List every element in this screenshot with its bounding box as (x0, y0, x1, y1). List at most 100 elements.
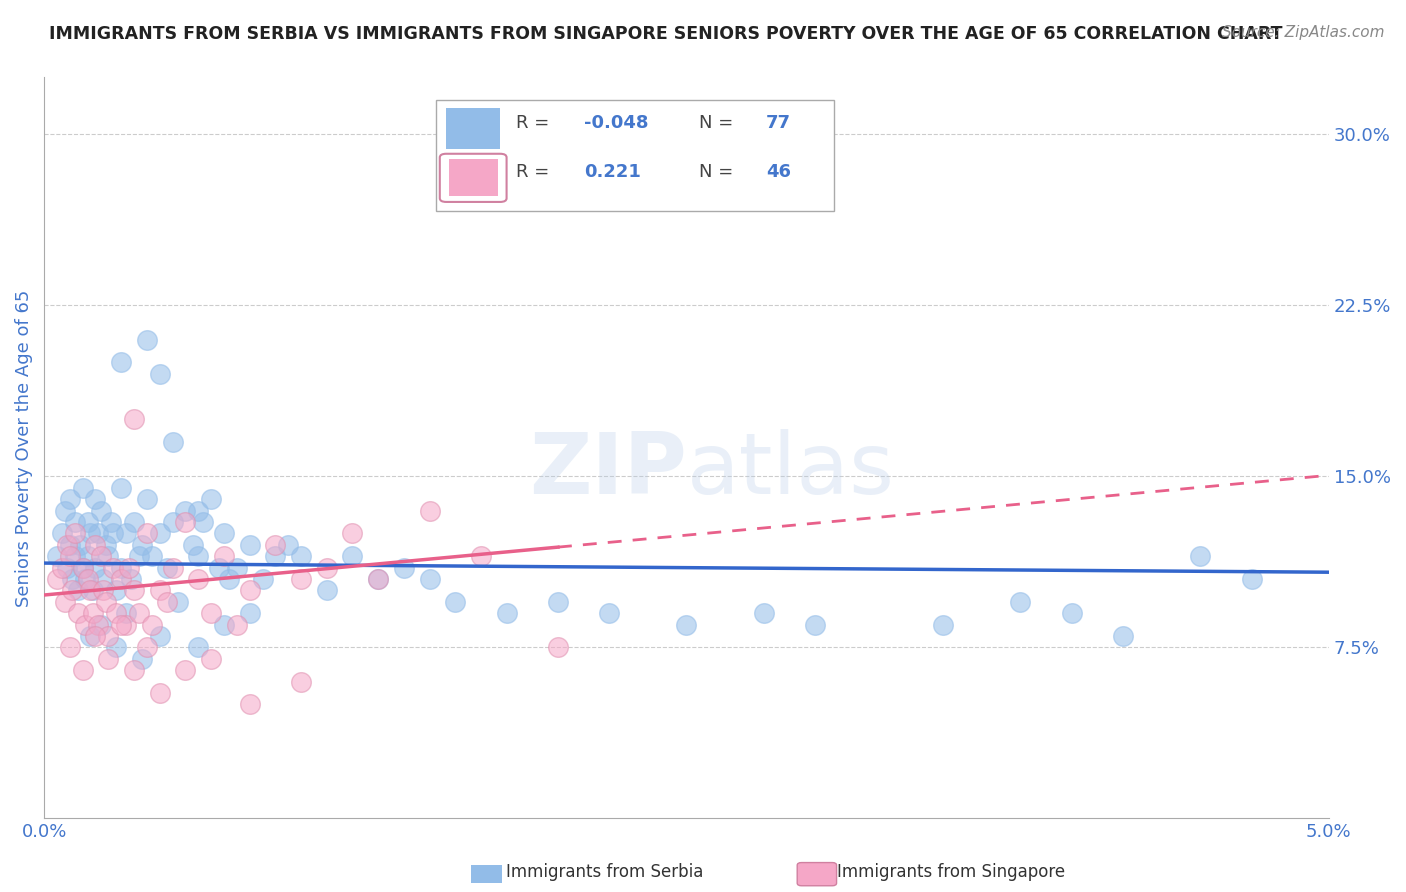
Point (193, 515, 215, 529)
Point (418, 503, 440, 517)
Point (51, 526, 73, 541)
Point (218, 572, 240, 586)
FancyBboxPatch shape (440, 153, 506, 202)
Point (162, 560, 184, 574)
Point (200, 607, 222, 621)
Point (97, 652, 120, 666)
Point (87, 617, 110, 632)
Point (56, 560, 79, 574)
Text: 77: 77 (766, 113, 792, 132)
Point (174, 515, 197, 529)
Point (84, 629, 107, 643)
Point (79, 583, 101, 598)
Point (105, 583, 128, 598)
Point (94, 595, 117, 609)
Point (675, 617, 697, 632)
Point (149, 526, 172, 541)
Point (315, 583, 337, 598)
Point (75, 572, 97, 586)
Text: -0.048: -0.048 (583, 113, 648, 132)
Point (162, 435, 184, 450)
Point (118, 560, 141, 574)
Point (128, 549, 150, 564)
Point (110, 617, 132, 632)
Point (76, 515, 98, 529)
Point (187, 549, 209, 564)
Point (63, 515, 86, 529)
Point (290, 572, 312, 586)
Point (60, 572, 83, 586)
Point (239, 607, 262, 621)
Point (547, 640, 569, 655)
Point (66, 607, 89, 621)
Point (418, 572, 440, 586)
Text: N =: N = (699, 113, 740, 132)
Point (1112, 629, 1135, 643)
Point (72, 560, 94, 574)
Point (162, 515, 184, 529)
Point (115, 607, 138, 621)
Point (547, 595, 569, 609)
Point (82, 607, 104, 621)
Point (444, 595, 467, 609)
FancyBboxPatch shape (436, 100, 834, 211)
Point (131, 538, 153, 552)
Point (56, 538, 79, 552)
Point (264, 549, 287, 564)
Point (149, 583, 172, 598)
Point (122, 663, 145, 677)
Point (1010, 595, 1032, 609)
Point (122, 412, 145, 426)
Point (212, 526, 235, 541)
Text: Immigrants from Serbia: Immigrants from Serbia (506, 863, 703, 881)
Point (135, 333, 157, 347)
Point (97, 549, 120, 564)
Point (66, 583, 89, 598)
Point (110, 355, 132, 369)
Point (91, 583, 114, 598)
Text: N =: N = (699, 163, 740, 181)
Point (187, 503, 209, 517)
Point (166, 595, 188, 609)
Text: Source: ZipAtlas.com: Source: ZipAtlas.com (1222, 25, 1385, 40)
Point (94, 538, 117, 552)
Point (103, 560, 125, 574)
Point (76, 549, 98, 564)
Point (470, 549, 492, 564)
Point (315, 560, 337, 574)
Point (135, 492, 157, 507)
Point (212, 549, 235, 564)
Point (59, 492, 82, 507)
Point (367, 572, 389, 586)
Point (115, 526, 138, 541)
Point (342, 549, 364, 564)
Point (752, 607, 775, 621)
Point (225, 617, 247, 632)
Point (87, 526, 110, 541)
Text: R =: R = (516, 163, 554, 181)
Point (225, 560, 247, 574)
Point (239, 538, 262, 552)
Point (804, 617, 827, 632)
Point (84, 560, 107, 574)
Text: R =: R = (516, 113, 554, 132)
FancyBboxPatch shape (446, 108, 501, 149)
Point (82, 583, 104, 598)
Point (59, 538, 82, 552)
Point (1189, 549, 1212, 564)
Point (110, 572, 132, 586)
Point (141, 549, 163, 564)
Point (367, 572, 389, 586)
Y-axis label: Seniors Poverty Over the Age of 65: Seniors Poverty Over the Age of 65 (15, 289, 32, 607)
Point (264, 538, 287, 552)
Point (208, 560, 231, 574)
Point (141, 617, 163, 632)
Point (90, 549, 112, 564)
Point (91, 572, 114, 586)
Point (110, 560, 132, 574)
Point (46, 572, 69, 586)
Text: Immigrants from Singapore: Immigrants from Singapore (837, 863, 1064, 881)
Point (72, 663, 94, 677)
Point (63, 526, 86, 541)
Point (105, 607, 128, 621)
